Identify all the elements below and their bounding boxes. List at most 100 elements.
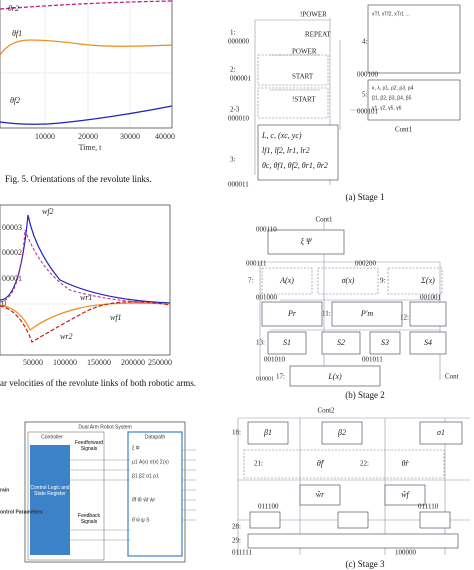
label: 9: <box>380 277 386 285</box>
x-tick-label: 20000 <box>78 132 98 141</box>
label: Feedforward Signals <box>74 440 104 452</box>
label: 000110 <box>256 226 277 234</box>
x-axis-label: Time, t <box>79 143 103 152</box>
label: 1: <box>230 29 236 37</box>
y-tick-label: 00002 <box>2 248 22 257</box>
label: 000111 <box>246 260 267 268</box>
label: 100000 <box>395 549 417 557</box>
label: 2-3 <box>230 106 240 114</box>
curve-label: wr2 <box>60 332 72 341</box>
label: 3: <box>230 156 236 164</box>
curve-label: wr1 <box>80 293 92 302</box>
label: 001011 <box>362 356 383 364</box>
label: 010001 <box>256 376 274 382</box>
label: 7: <box>248 277 254 285</box>
label: 011110 <box>418 503 439 511</box>
label: κ, λ, ρ1, ρ2, ρ3, ρ4 <box>372 85 414 91</box>
label: S2 <box>337 338 345 347</box>
label: A(x) <box>279 276 294 285</box>
label: Feedback Signals <box>78 513 100 525</box>
label: θc, θf1, θf2, θr1, θr2 <box>262 161 328 170</box>
curve-label: θf1 <box>12 29 22 38</box>
label: ŵr <box>316 490 325 499</box>
label: 000011 <box>228 181 249 189</box>
label: ξ Ψ <box>300 237 312 246</box>
caption: (c) Stage 3 <box>346 559 385 569</box>
label: 4: <box>362 38 368 46</box>
stage-3: Cont2 18: β1 β2 σ1 21: 22: θ̂f θ̂r ŵr ŵf… <box>232 407 470 569</box>
label: 2: <box>230 66 236 74</box>
system-diagram: Dual Arm Robot System Controller Control… <box>0 421 196 563</box>
label: ξ Φ <box>132 445 140 451</box>
stage-1: 1: 000000 !POWER REPEAT POWER START 2: 0… <box>228 4 461 202</box>
y-tick-label: 00003 <box>2 223 22 232</box>
label: γ1, γ2, γ5, γ6 <box>372 105 402 111</box>
plot-orientations: θr2 θf1 θf2 10000 20000 30000 40000 Time… <box>0 0 175 184</box>
caption: ar velocities of the revolute links of b… <box>0 378 196 388</box>
label: σ(x) <box>342 276 355 285</box>
label: 011111 <box>232 549 252 557</box>
label: REPEAT <box>305 31 331 39</box>
x-tick-label: 150000 <box>87 358 111 367</box>
label: θ̂f <box>317 459 325 468</box>
label: L(x) <box>327 372 342 381</box>
curve-label: θf2 <box>10 96 20 105</box>
label: 21: <box>254 460 263 468</box>
label: xTf, xTf2, xTr1 ... <box>372 11 410 17</box>
label: Cont1 <box>315 216 333 224</box>
label: S3 <box>381 338 389 347</box>
label: 11: <box>322 310 331 318</box>
caption: Fig. 5. Orientations of the revolute lin… <box>5 174 152 184</box>
plot-velocities: wf2 wf1 wr1 wr2 00003 00002 00001 0 5000… <box>0 204 196 388</box>
label: β1 <box>263 428 272 437</box>
label: P'm <box>360 309 374 318</box>
x-tick-label: 50000 <box>23 358 43 367</box>
label: Cont1 <box>395 126 413 134</box>
diagram-title: Dual Arm Robot System <box>78 424 131 430</box>
label: β1 β2 α1 ρ1 <box>132 473 159 479</box>
label: START <box>292 73 314 81</box>
label: Control Logic and State Register <box>30 485 70 497</box>
label: 011100 <box>258 503 279 511</box>
label: 000001 <box>230 75 252 83</box>
label: 000200 <box>355 260 377 268</box>
label: μ1 A(x) σ(x) Σ(x) <box>132 459 169 465</box>
label: 000000 <box>228 38 250 46</box>
label: 29: <box>232 537 241 545</box>
label: Datapath <box>145 434 166 440</box>
label: 001010 <box>264 356 286 364</box>
label: θ̂f θ̂r ŵf ŵr <box>132 497 155 503</box>
label: 000100 <box>357 71 379 79</box>
curve-label: θr2 <box>8 4 19 13</box>
label: 28: <box>232 523 241 531</box>
label: POWER <box>292 48 317 56</box>
caption: (a) Stage 1 <box>346 192 385 202</box>
label: 18: <box>232 429 241 437</box>
label: S4 <box>424 338 432 347</box>
x-tick-label: 200000 <box>121 358 145 367</box>
label: 000010 <box>228 115 250 123</box>
label: Σ(x) <box>420 276 435 285</box>
label: β2 <box>337 428 346 437</box>
label: 001001 <box>420 294 442 302</box>
y-tick-label: 0 <box>2 299 6 308</box>
label: θ̈ ẅ ψ S <box>132 517 150 523</box>
label: 5: <box>362 91 368 99</box>
label: Pr <box>287 309 297 318</box>
label: !START <box>292 96 316 104</box>
caption: (b) Stage 2 <box>345 390 385 400</box>
label: σ1 <box>437 428 445 437</box>
label: ontrol Parameters <box>0 509 43 515</box>
x-tick-label: 250000 <box>148 358 172 367</box>
label: 17: <box>276 373 285 381</box>
label: 001000 <box>256 294 278 302</box>
y-tick-label: 00001 <box>2 274 22 283</box>
curve-label: wf2 <box>42 207 54 216</box>
label: Controller <box>41 434 63 440</box>
x-tick-label: 30000 <box>120 132 140 141</box>
label: S1 <box>283 338 291 347</box>
label: 22: <box>360 460 369 468</box>
label: Cont2 <box>317 407 335 415</box>
label: ŵf <box>401 490 410 499</box>
